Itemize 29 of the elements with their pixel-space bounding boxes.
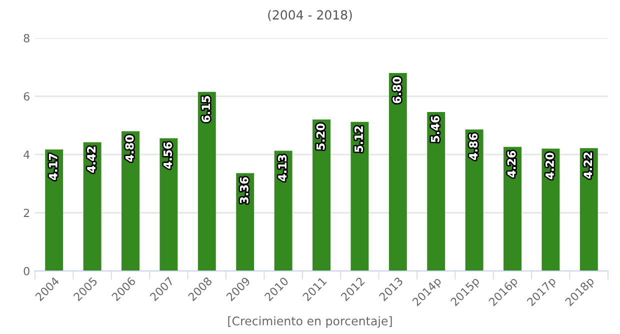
x-axis-title: [Crecimiento en porcentaje]: [228, 316, 392, 328]
data-label: 5.12: [354, 126, 363, 152]
bar: [312, 120, 330, 271]
bar: [350, 122, 369, 271]
y-tick-label: 0: [24, 266, 30, 276]
data-label: 4.80: [125, 135, 134, 162]
data-label: 4.20: [546, 152, 554, 180]
chart-title: (2004 - 2018): [268, 10, 352, 22]
y-tick-label: 8: [24, 34, 30, 42]
bar: [427, 112, 446, 271]
bar: [198, 92, 216, 271]
data-label: 4.86: [469, 134, 478, 160]
data-label: 5.46: [430, 116, 440, 142]
bar: [388, 72, 407, 271]
data-label: 4.22: [584, 152, 592, 178]
data-label: 3.36: [240, 177, 248, 204]
data-label: 4.26: [507, 151, 516, 178]
data-label: 6.80: [392, 76, 402, 104]
data-label: 5.20: [316, 124, 325, 150]
y-tick-label: 2: [24, 208, 30, 217]
data-label: 4.42: [87, 146, 96, 173]
data-label: 4.13: [278, 155, 287, 182]
y-tick-label: 4: [24, 150, 30, 159]
bar: [122, 131, 140, 271]
bar: [465, 129, 484, 271]
y-tick-label: 6: [24, 92, 30, 101]
data-label: 4.17: [49, 154, 58, 180]
data-label: 6.15: [202, 96, 210, 122]
data-label: 4.56: [164, 142, 172, 169]
